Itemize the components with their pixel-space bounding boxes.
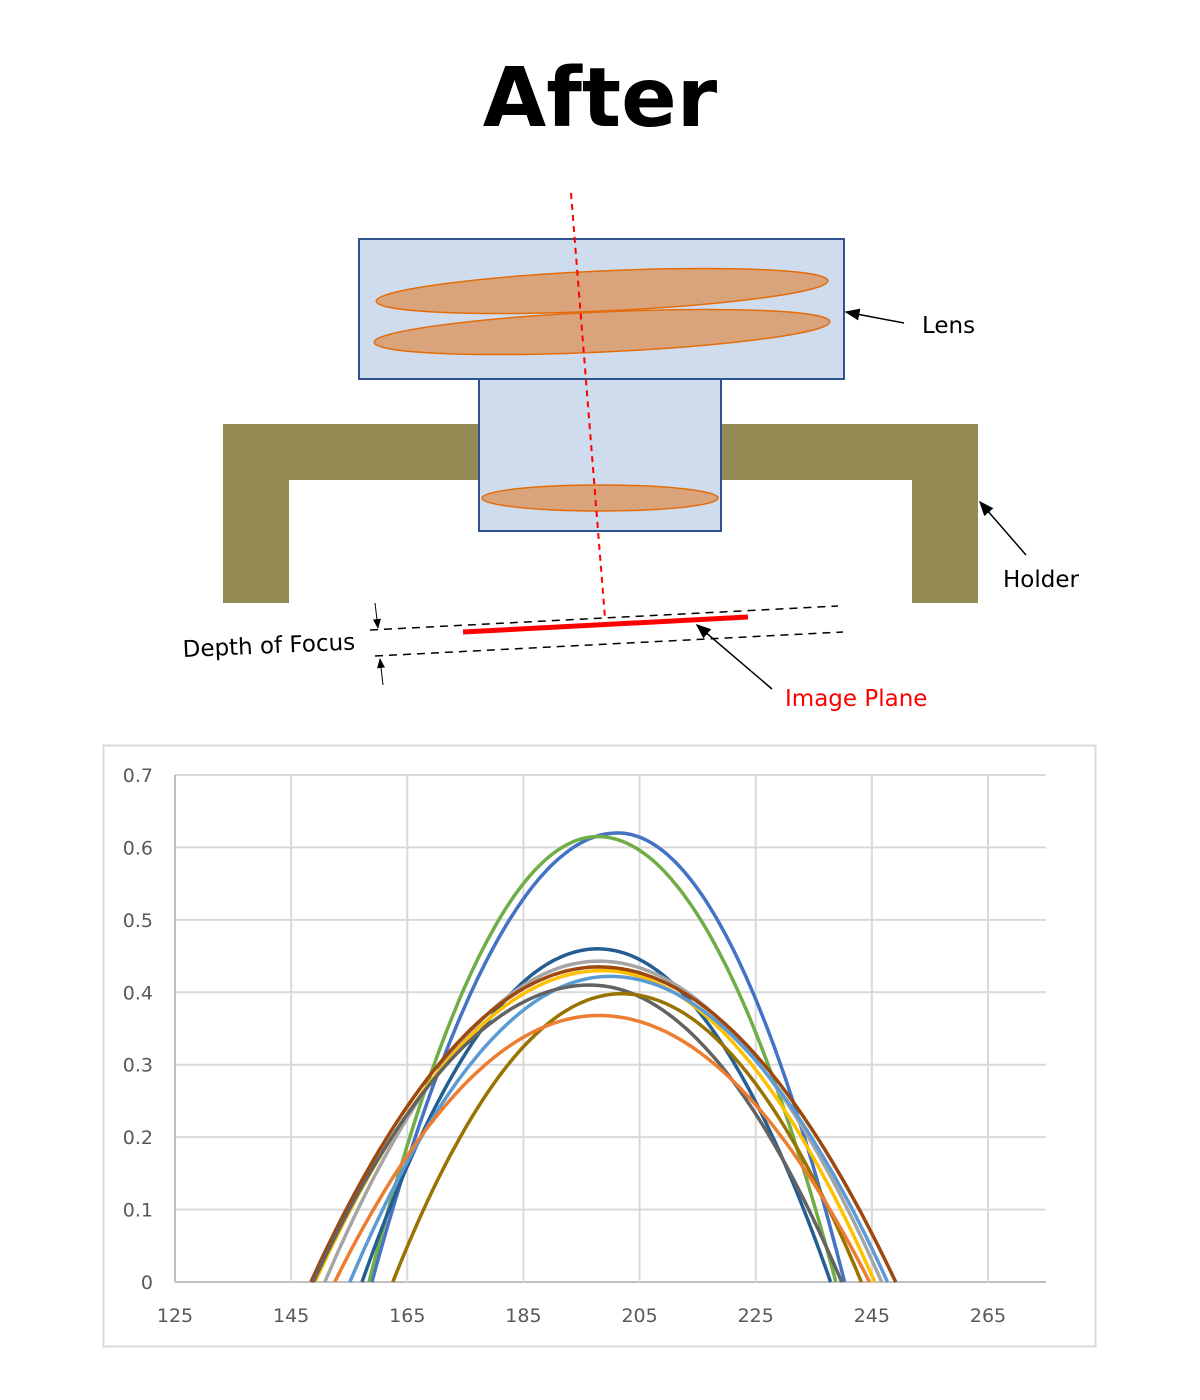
lens-diagram: Lens Holder Depth of Focus Image Plane [182, 192, 1080, 712]
x-tick-label: 245 [854, 1305, 890, 1327]
holder [223, 424, 978, 603]
series-line-10 [333, 1013, 872, 1283]
x-tick-label: 145 [273, 1305, 309, 1327]
y-tick-label: 0.3 [123, 1055, 153, 1077]
lens-element-2 [373, 308, 831, 356]
arrow-icon [844, 308, 905, 324]
series [309, 831, 898, 1283]
y-tick-label: 0.5 [123, 910, 153, 932]
tick-labels: 0 0.1 0.2 0.3 0.4 0.5 0.6 0.7 125 145 165 185 205 225… [123, 765, 1006, 1327]
series-line-1 [370, 831, 847, 1283]
x-tick-label: 165 [389, 1305, 425, 1327]
depth-of-focus-label: Depth of Focus [182, 629, 356, 663]
focus-limit-bottom [374, 631, 844, 657]
x-tick-label: 225 [738, 1305, 774, 1327]
lens-label: Lens [922, 313, 975, 339]
title: After [483, 51, 718, 146]
x-tick-label: 205 [621, 1305, 657, 1327]
image-plane-label: Image Plane [785, 686, 927, 712]
arrow-icon [372, 602, 381, 629]
x-tick-label: 125 [157, 1305, 193, 1327]
chart-frame [102, 744, 1097, 1348]
lens-element-1 [375, 267, 829, 315]
y-tick-label: 0 [141, 1272, 153, 1294]
arrow-icon [377, 658, 386, 686]
series-line-2 [367, 834, 838, 1283]
y-tick-label: 0.2 [123, 1127, 153, 1149]
lens-element-3 [481, 484, 719, 512]
series-line-9 [391, 991, 864, 1283]
optical-axis [570, 192, 606, 619]
y-tick-label: 0.6 [123, 837, 153, 859]
x-tick-label: 265 [970, 1305, 1006, 1327]
holder-label: Holder [1003, 567, 1080, 593]
y-tick-label: 0.7 [123, 765, 153, 787]
chart: 0 0.1 0.2 0.3 0.4 0.5 0.6 0.7 125 145 165 185 205 225… [102, 744, 1097, 1348]
x-tick-label: 185 [505, 1305, 541, 1327]
series-line-3 [360, 947, 833, 1283]
grid [174, 774, 1046, 1283]
y-tick-label: 0.1 [123, 1200, 153, 1222]
image-plane [462, 614, 749, 635]
y-tick-label: 0.4 [123, 982, 153, 1004]
arrow-icon [695, 624, 773, 690]
series-line-8 [311, 983, 844, 1283]
arrow-icon [979, 500, 1027, 556]
series-line-6 [309, 965, 898, 1283]
series-line-7 [348, 974, 890, 1283]
